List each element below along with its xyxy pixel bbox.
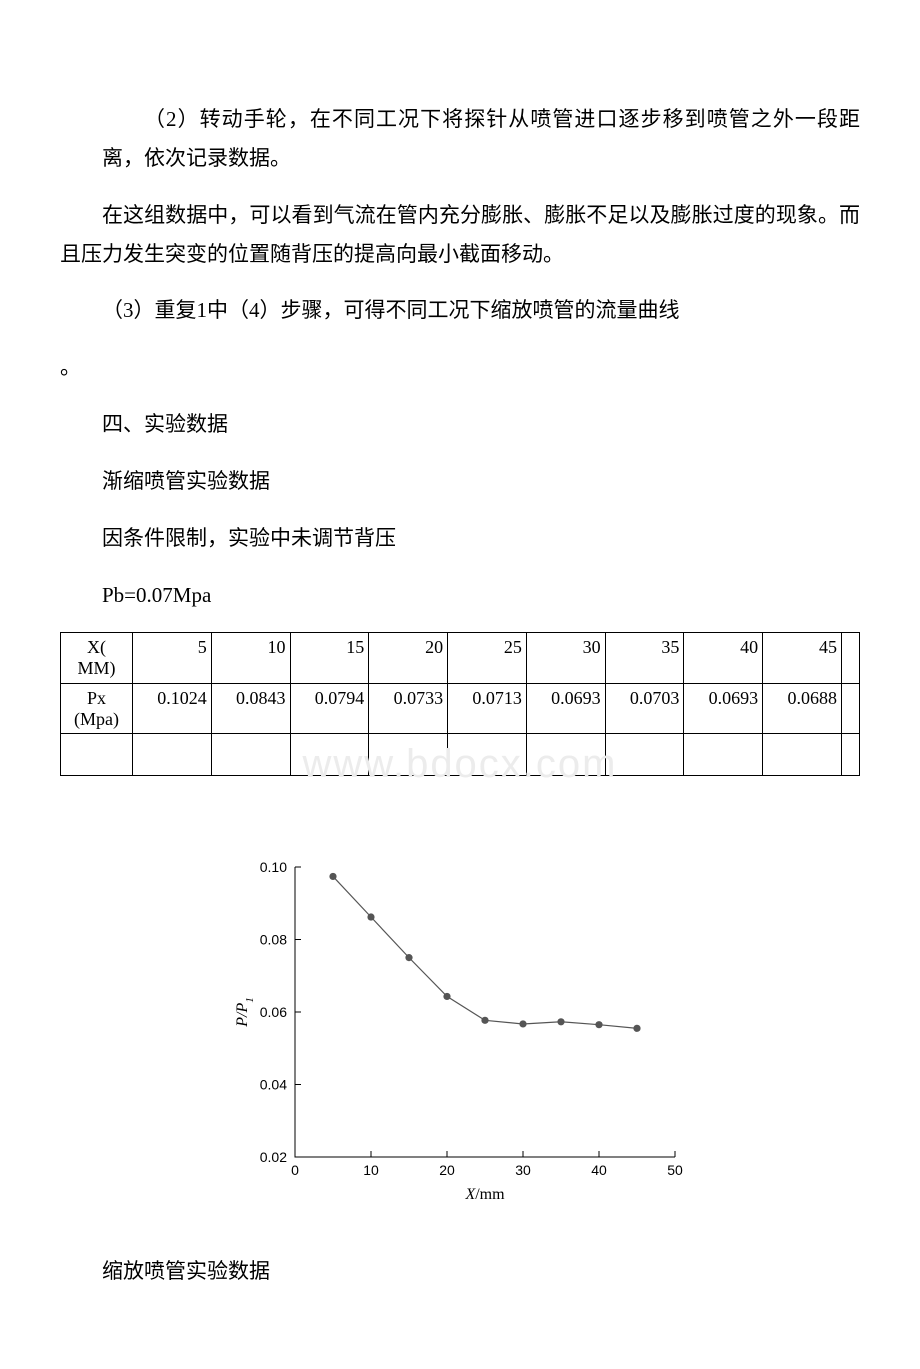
svg-text:20: 20 (439, 1162, 455, 1178)
paragraph-note: 因条件限制，实验中未调节背压 (60, 519, 860, 558)
cell-px-0: 0.1024 (133, 683, 212, 733)
cell-x-2: 15 (290, 633, 369, 683)
cell-x-5: 30 (526, 633, 605, 683)
heading-section-4: 四、实验数据 (60, 405, 860, 444)
table-row: Px(Mpa) 0.1024 0.0843 0.0794 0.0733 0.07… (61, 683, 860, 733)
p3-part-b: 1 (197, 298, 208, 322)
row2-label: Px(Mpa) (61, 683, 133, 733)
heading-converging-data: 渐缩喷管实验数据 (60, 462, 860, 501)
paragraph-pb: Pb=0.07Mpa (60, 576, 860, 615)
svg-text:0.02: 0.02 (260, 1149, 287, 1165)
svg-text:50: 50 (667, 1162, 683, 1178)
table-row: X(MM) 5 10 15 20 25 30 35 40 45 (61, 633, 860, 683)
svg-text:10: 10 (363, 1162, 379, 1178)
cell-px-6: 0.0703 (605, 683, 684, 733)
cell-x-8: 45 (763, 633, 842, 683)
cell-empty (61, 734, 133, 776)
row1-label: X(MM) (61, 633, 133, 683)
svg-text:30: 30 (515, 1162, 531, 1178)
cell-px-5: 0.0693 (526, 683, 605, 733)
cell-px-8: 0.0688 (763, 683, 842, 733)
svg-text:X/mm: X/mm (464, 1186, 505, 1203)
svg-text:P/P1: P/P1 (234, 997, 256, 1028)
paragraph-desc: 在这组数据中，可以看到气流在管内充分膨胀、膨胀不足以及膨胀过度的现象。而且压力发… (60, 196, 860, 274)
svg-text:40: 40 (591, 1162, 607, 1178)
cell-px-7: 0.0693 (684, 683, 763, 733)
heading-laval-data: 缩放喷管实验数据 (60, 1252, 860, 1291)
pressure-chart: 0 10 20 30 40 50 0.02 0.04 0.06 0.08 0.10 X/mm P/P1 (225, 852, 695, 1212)
svg-text:0: 0 (291, 1162, 299, 1178)
cell-px-2: 0.0794 (290, 683, 369, 733)
cell-x-6: 35 (605, 633, 684, 683)
cell-x-3: 20 (369, 633, 448, 683)
svg-text:0.04: 0.04 (260, 1077, 287, 1093)
svg-text:0.10: 0.10 (260, 859, 287, 875)
cell-x-7: 40 (684, 633, 763, 683)
cell-empty (842, 683, 860, 733)
svg-text:0.06: 0.06 (260, 1004, 287, 1020)
cell-x-1: 10 (211, 633, 290, 683)
cell-x-4: 25 (448, 633, 527, 683)
paragraph-step-3-tail: 。 (60, 348, 860, 387)
cell-px-3: 0.0733 (369, 683, 448, 733)
cell-px-4: 0.0713 (448, 683, 527, 733)
p3-part-a: （3）重复 (102, 298, 197, 322)
cell-px-1: 0.0843 (211, 683, 290, 733)
paragraph-step-2: （2）转动手轮，在不同工况下将探针从喷管进口逐步移到喷管之外一段距离，依次记录数… (60, 100, 860, 178)
p3-part-c: 中（4）步骤，可得不同工况下缩放喷管的流量曲线 (207, 298, 680, 322)
cell-x-0: 5 (133, 633, 212, 683)
svg-text:0.08: 0.08 (260, 932, 287, 948)
cell-empty (842, 633, 860, 683)
paragraph-step-3: （3）重复1中（4）步骤，可得不同工况下缩放喷管的流量曲线 (60, 291, 860, 330)
